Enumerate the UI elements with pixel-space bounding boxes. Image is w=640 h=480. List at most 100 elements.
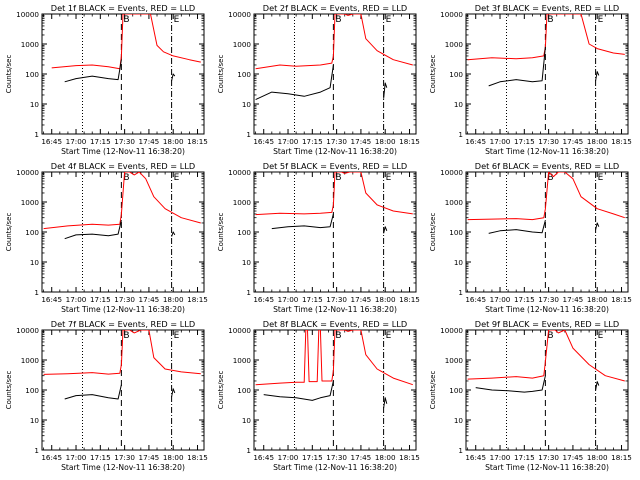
time-marker-label: B <box>335 173 341 183</box>
time-marker-label: B <box>123 173 129 183</box>
x-axis-label: Start Time (12-Nov-11 16:38:20) <box>273 305 397 314</box>
y-tick-label: 1 <box>246 130 251 139</box>
y-tick-label: 10 <box>454 258 464 267</box>
panel-title: Det 3f BLACK = Events, RED = LLD <box>475 3 619 13</box>
x-axis-label: Start Time (12-Nov-11 16:38:20) <box>273 147 397 156</box>
y-tick-label: 10000 <box>440 10 463 19</box>
series-group <box>467 330 625 393</box>
y-tick-label: 10 <box>30 416 40 425</box>
plot-frame <box>253 171 417 293</box>
y-axis-label: Counts/sec <box>429 213 437 252</box>
y-tick-label: 10000 <box>228 10 251 19</box>
y-tick-label: 1000 <box>21 40 40 49</box>
series-group <box>255 330 413 409</box>
y-tick-label: 1000 <box>445 198 464 207</box>
plot-frame <box>253 13 417 135</box>
x-tick-label: 18:15 <box>611 295 632 304</box>
time-marker-label: B <box>123 331 129 341</box>
panel-title: Det 8f BLACK = Events, RED = LLD <box>263 319 407 329</box>
lld-series-line <box>51 14 201 70</box>
series-group <box>43 330 201 400</box>
plot-frame <box>41 329 205 451</box>
y-tick-label: 1 <box>458 130 463 139</box>
x-tick-label: 16:45 <box>465 137 486 146</box>
y-tick-label: 100 <box>25 386 39 395</box>
lld-series-line <box>255 14 413 70</box>
events-series-line <box>263 380 388 409</box>
x-axis-label: Start Time (12-Nov-11 16:38:20) <box>61 305 185 314</box>
x-tick-label: 17:45 <box>351 137 372 146</box>
events-series-line <box>64 384 176 400</box>
y-tick-label: 10 <box>30 100 40 109</box>
panel-title: Det 9f BLACK = Events, RED = LLD <box>475 319 619 329</box>
time-marker-label: B <box>547 331 553 341</box>
lld-series-line <box>255 330 413 386</box>
lld-series-line <box>467 172 625 221</box>
y-tick-label: 1000 <box>233 198 252 207</box>
panel-title: Det 7f BLACK = Events, RED = LLD <box>51 319 195 329</box>
plot-frame <box>41 13 205 135</box>
detector-panel: Det 7f BLACK = Events, RED = LLD Counts/s… <box>5 319 208 472</box>
y-tick-label: 10 <box>242 100 252 109</box>
x-tick-label: 17:15 <box>90 453 111 462</box>
y-tick-label: 100 <box>237 386 251 395</box>
y-axis-label: Counts/sec <box>5 371 13 410</box>
plot-frame <box>465 13 629 135</box>
x-tick-label: 17:30 <box>114 137 135 146</box>
x-tick-label: 17:30 <box>114 453 135 462</box>
events-series-line <box>64 219 176 240</box>
x-tick-label: 17:15 <box>90 295 111 304</box>
time-marker-label: E <box>598 15 604 25</box>
y-tick-label: 1000 <box>233 40 252 49</box>
detector-panel: Det 3f BLACK = Events, RED = LLD Counts/s… <box>429 3 632 156</box>
y-tick-label: 1000 <box>21 198 40 207</box>
detector-panel: Det 2f BLACK = Events, RED = LLD Counts/s… <box>217 3 420 156</box>
x-tick-label: 17:00 <box>66 295 87 304</box>
y-tick-label: 100 <box>25 70 39 79</box>
x-tick-label: 17:45 <box>351 453 372 462</box>
events-series-line <box>475 375 600 393</box>
x-tick-label: 17:00 <box>490 137 511 146</box>
y-axis-label: Counts/sec <box>5 55 13 94</box>
x-tick-label: 18:00 <box>375 453 396 462</box>
detector-panel: Det 6f BLACK = Events, RED = LLD Counts/s… <box>429 161 632 314</box>
y-tick-label: 10000 <box>228 168 251 177</box>
y-tick-label: 1 <box>458 288 463 297</box>
x-tick-label: 17:45 <box>139 295 160 304</box>
panel-title: Det 5f BLACK = Events, RED = LLD <box>263 161 407 171</box>
x-axis-label: Start Time (12-Nov-11 16:38:20) <box>61 147 185 156</box>
x-tick-label: 17:15 <box>90 137 111 146</box>
time-marker-label: B <box>123 15 129 25</box>
x-tick-label: 17:00 <box>278 295 299 304</box>
time-marker-label: E <box>598 331 604 341</box>
x-tick-label: 18:00 <box>375 137 396 146</box>
y-tick-label: 100 <box>449 70 463 79</box>
y-tick-label: 10000 <box>228 326 251 335</box>
x-tick-label: 17:15 <box>302 295 323 304</box>
x-tick-label: 18:15 <box>399 295 420 304</box>
y-tick-label: 10000 <box>16 10 39 19</box>
x-tick-label: 17:30 <box>326 453 347 462</box>
y-axis-label: Counts/sec <box>217 213 225 252</box>
time-marker-label: E <box>174 15 180 25</box>
x-tick-label: 17:00 <box>66 137 87 146</box>
y-tick-label: 100 <box>237 228 251 237</box>
x-tick-label: 17:00 <box>66 453 87 462</box>
x-tick-label: 17:30 <box>326 295 347 304</box>
x-axis-label: Start Time (12-Nov-11 16:38:20) <box>485 463 609 472</box>
x-tick-label: 17:15 <box>514 295 535 304</box>
x-tick-label: 17:15 <box>514 453 535 462</box>
x-tick-label: 17:30 <box>538 295 559 304</box>
time-marker-label: E <box>174 331 180 341</box>
y-tick-label: 10000 <box>440 326 463 335</box>
x-tick-label: 17:15 <box>514 137 535 146</box>
time-marker-label: E <box>598 173 604 183</box>
events-series-line <box>255 64 388 101</box>
detector-panel: Det 1f BLACK = Events, RED = LLD Counts/s… <box>5 3 208 156</box>
y-tick-label: 10 <box>454 100 464 109</box>
x-axis-label: Start Time (12-Nov-11 16:38:20) <box>273 463 397 472</box>
x-tick-label: 16:45 <box>465 295 486 304</box>
time-marker-label: B <box>335 15 341 25</box>
panel-title: Det 1f BLACK = Events, RED = LLD <box>51 3 195 13</box>
x-tick-label: 18:15 <box>399 137 420 146</box>
